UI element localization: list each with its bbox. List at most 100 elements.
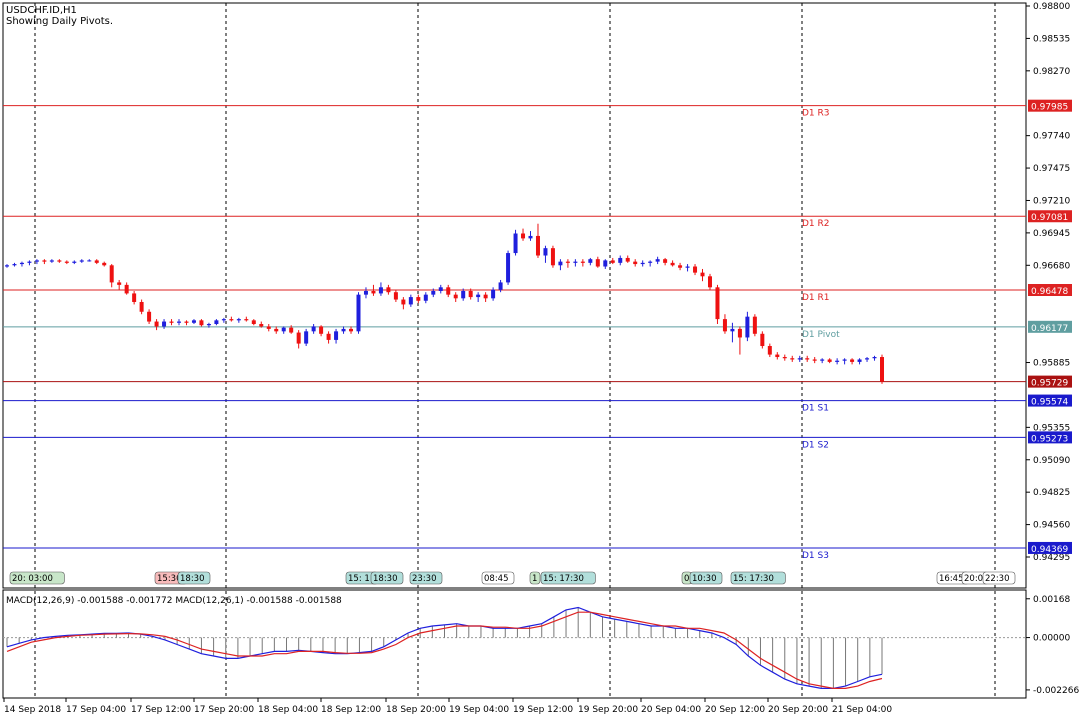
- candle-body: [872, 357, 877, 359]
- pivot-label: D1 R1: [802, 293, 830, 303]
- price-tick-label: 0.94295: [1033, 553, 1070, 563]
- current-price-tag: [1028, 375, 1072, 388]
- candle-body: [573, 261, 578, 263]
- candle-body: [737, 328, 742, 338]
- candle-body: [722, 319, 727, 332]
- session-tag: [689, 571, 723, 585]
- candle-body: [408, 297, 413, 305]
- pivot-price-label: 0.95574: [1031, 398, 1068, 408]
- candle-body: [865, 358, 870, 360]
- pivot-label: D1 S1: [802, 404, 829, 414]
- candle-body: [229, 319, 234, 321]
- pivot-price-tag: [1028, 320, 1072, 333]
- candle-body: [124, 284, 129, 294]
- candle-body: [266, 326, 271, 329]
- session-tag: [730, 571, 786, 585]
- candle-body: [453, 294, 458, 299]
- pivot-label: D1 R2: [802, 219, 830, 229]
- candle-body: [326, 333, 331, 340]
- candle-body: [610, 260, 615, 263]
- time-tick-label: 14 Sep 2018: [4, 705, 61, 715]
- candle-body: [296, 332, 301, 344]
- candle-body: [805, 358, 810, 360]
- candle-body: [491, 289, 496, 299]
- candle-body: [461, 290, 466, 299]
- candle-body: [311, 326, 316, 332]
- pivot-price-tag: [1028, 210, 1072, 223]
- pivot-label: D1 S2: [802, 440, 829, 450]
- candle-body: [782, 357, 787, 359]
- candle-body: [700, 272, 705, 277]
- candle-body: [528, 235, 533, 239]
- time-tick-label: 17 Sep 20:00: [194, 705, 254, 715]
- time-tick-label: 18 Sep 04:00: [258, 705, 318, 715]
- candle-body: [431, 290, 436, 295]
- price-tick-label: 0.94560: [1033, 521, 1070, 531]
- time-tick-label: 17 Sep 12:00: [131, 705, 191, 715]
- session-tag-label: 20:0: [964, 574, 983, 584]
- candle-body: [177, 321, 182, 323]
- candle-body: [19, 262, 24, 265]
- time-tick-label: 19 Sep 20:00: [578, 705, 638, 715]
- macd-panel: 0.00168 0.00000 -0.002266: [3, 595, 1079, 696]
- pivot-label: D1 R3: [802, 109, 830, 119]
- pivot-price-tag: [1028, 541, 1072, 554]
- pivot-label: D1 Pivot: [802, 330, 840, 340]
- candle-body: [707, 276, 712, 288]
- pivot-price-tag: [1028, 99, 1072, 112]
- session-tag: [540, 571, 596, 585]
- candle-body: [169, 321, 174, 323]
- candle-body: [670, 262, 675, 266]
- candle-body: [633, 261, 638, 265]
- candle-body: [87, 260, 92, 262]
- candle-body: [289, 327, 294, 333]
- candle-body: [49, 260, 54, 262]
- session-tag-label: 18:30: [180, 574, 205, 584]
- pivot-price-label: 0.95273: [1031, 434, 1068, 444]
- candle-body: [64, 261, 69, 263]
- candle-body: [162, 321, 167, 327]
- session-tag: [409, 571, 443, 585]
- candle-body: [603, 260, 608, 267]
- price-tick-label: 0.96680: [1033, 261, 1070, 271]
- candle-body: [109, 265, 114, 283]
- candle-body: [191, 320, 196, 323]
- candle-body: [386, 287, 391, 293]
- session-tag-label: 10:30: [692, 574, 717, 584]
- candle-body: [835, 360, 840, 362]
- time-grid: [34, 3, 996, 698]
- session-tag-label: 22:30: [985, 574, 1010, 584]
- candle-body: [715, 287, 720, 320]
- price-tick-label: 0.97210: [1033, 196, 1070, 206]
- session-tag-label: 0: [684, 574, 689, 584]
- time-tick-label: 18 Sep 12:00: [321, 705, 381, 715]
- time-tick-label: 17 Sep 04:00: [66, 705, 126, 715]
- candle-body: [588, 259, 593, 263]
- candle-body: [625, 257, 630, 262]
- candle-body: [760, 333, 765, 347]
- candle-body: [274, 328, 279, 332]
- candle-body: [281, 327, 286, 332]
- candle-body: [423, 294, 428, 301]
- price-tick-label: 0.95885: [1033, 359, 1070, 369]
- candle-body: [767, 346, 772, 355]
- candle-body: [543, 248, 548, 256]
- time-tick-label: 20 Sep 20:00: [768, 705, 828, 715]
- candle-body: [117, 282, 122, 285]
- session-tag: [9, 571, 65, 585]
- candle-body: [251, 320, 256, 325]
- candle-body: [812, 359, 817, 361]
- candle-body: [378, 287, 383, 294]
- candle-body: [745, 316, 750, 338]
- session-tag-label: 15:30: [157, 574, 182, 584]
- candle-body: [236, 319, 241, 321]
- candle-body: [334, 331, 339, 340]
- candle-body: [446, 287, 451, 295]
- candle-body: [752, 316, 757, 334]
- macd-pane-border: [2, 589, 1027, 699]
- candle-body: [655, 259, 660, 262]
- candle-body: [147, 311, 152, 322]
- candle-body: [184, 321, 189, 323]
